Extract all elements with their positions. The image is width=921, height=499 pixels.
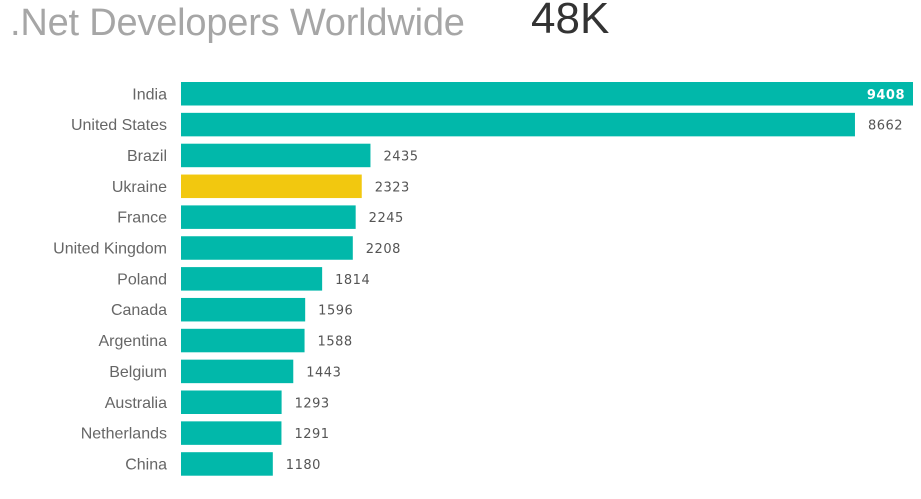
bar-ukraine[interactable]: [181, 174, 362, 199]
bar-netherlands[interactable]: [181, 421, 282, 445]
chart-title: .Net Developers Worldwide: [10, 2, 465, 44]
value-label-united-kingdom: 2208: [366, 242, 401, 257]
value-label-belgium: 1443: [306, 365, 341, 380]
category-label-belgium: Belgium: [109, 364, 167, 381]
value-label-argentina: 1588: [318, 335, 353, 350]
bar-united-states[interactable]: [181, 112, 855, 137]
value-label-netherlands: 1291: [294, 427, 329, 442]
category-label-brazil: Brazil: [127, 148, 167, 165]
value-label-poland: 1814: [335, 273, 370, 288]
bar-canada[interactable]: [181, 297, 306, 322]
value-label-france: 2245: [369, 211, 404, 226]
bar-china[interactable]: [181, 452, 273, 476]
value-label-india: 9408: [867, 88, 905, 103]
kpi-total-value: 48K: [531, 0, 610, 43]
bar-france[interactable]: [181, 205, 356, 229]
category-label-france: France: [117, 210, 167, 227]
bar-argentina[interactable]: [181, 328, 305, 353]
bar-united-kingdom[interactable]: [181, 236, 353, 260]
category-label-ukraine: Ukraine: [112, 179, 167, 196]
bar-australia[interactable]: [181, 390, 282, 415]
category-label-united-kingdom: United Kingdom: [53, 241, 167, 258]
bar-india[interactable]: [181, 82, 913, 106]
bar-belgium[interactable]: [181, 359, 294, 384]
value-label-china: 1180: [286, 458, 321, 473]
value-label-united-states: 8662: [868, 119, 903, 134]
value-label-ukraine: 2323: [375, 180, 410, 195]
category-label-united-states: United States: [71, 117, 167, 134]
category-label-india: India: [132, 86, 167, 103]
category-label-netherlands: Netherlands: [81, 426, 167, 443]
category-label-argentina: Argentina: [99, 333, 168, 350]
category-label-poland: Poland: [117, 271, 167, 288]
bar-poland[interactable]: [181, 267, 323, 291]
category-label-china: China: [125, 456, 167, 473]
bar-brazil[interactable]: [181, 143, 371, 168]
category-label-canada: Canada: [111, 302, 167, 319]
value-label-canada: 1596: [318, 304, 353, 319]
value-label-brazil: 2435: [383, 149, 418, 164]
category-label-australia: Australia: [105, 395, 167, 412]
value-label-australia: 1293: [295, 396, 330, 411]
